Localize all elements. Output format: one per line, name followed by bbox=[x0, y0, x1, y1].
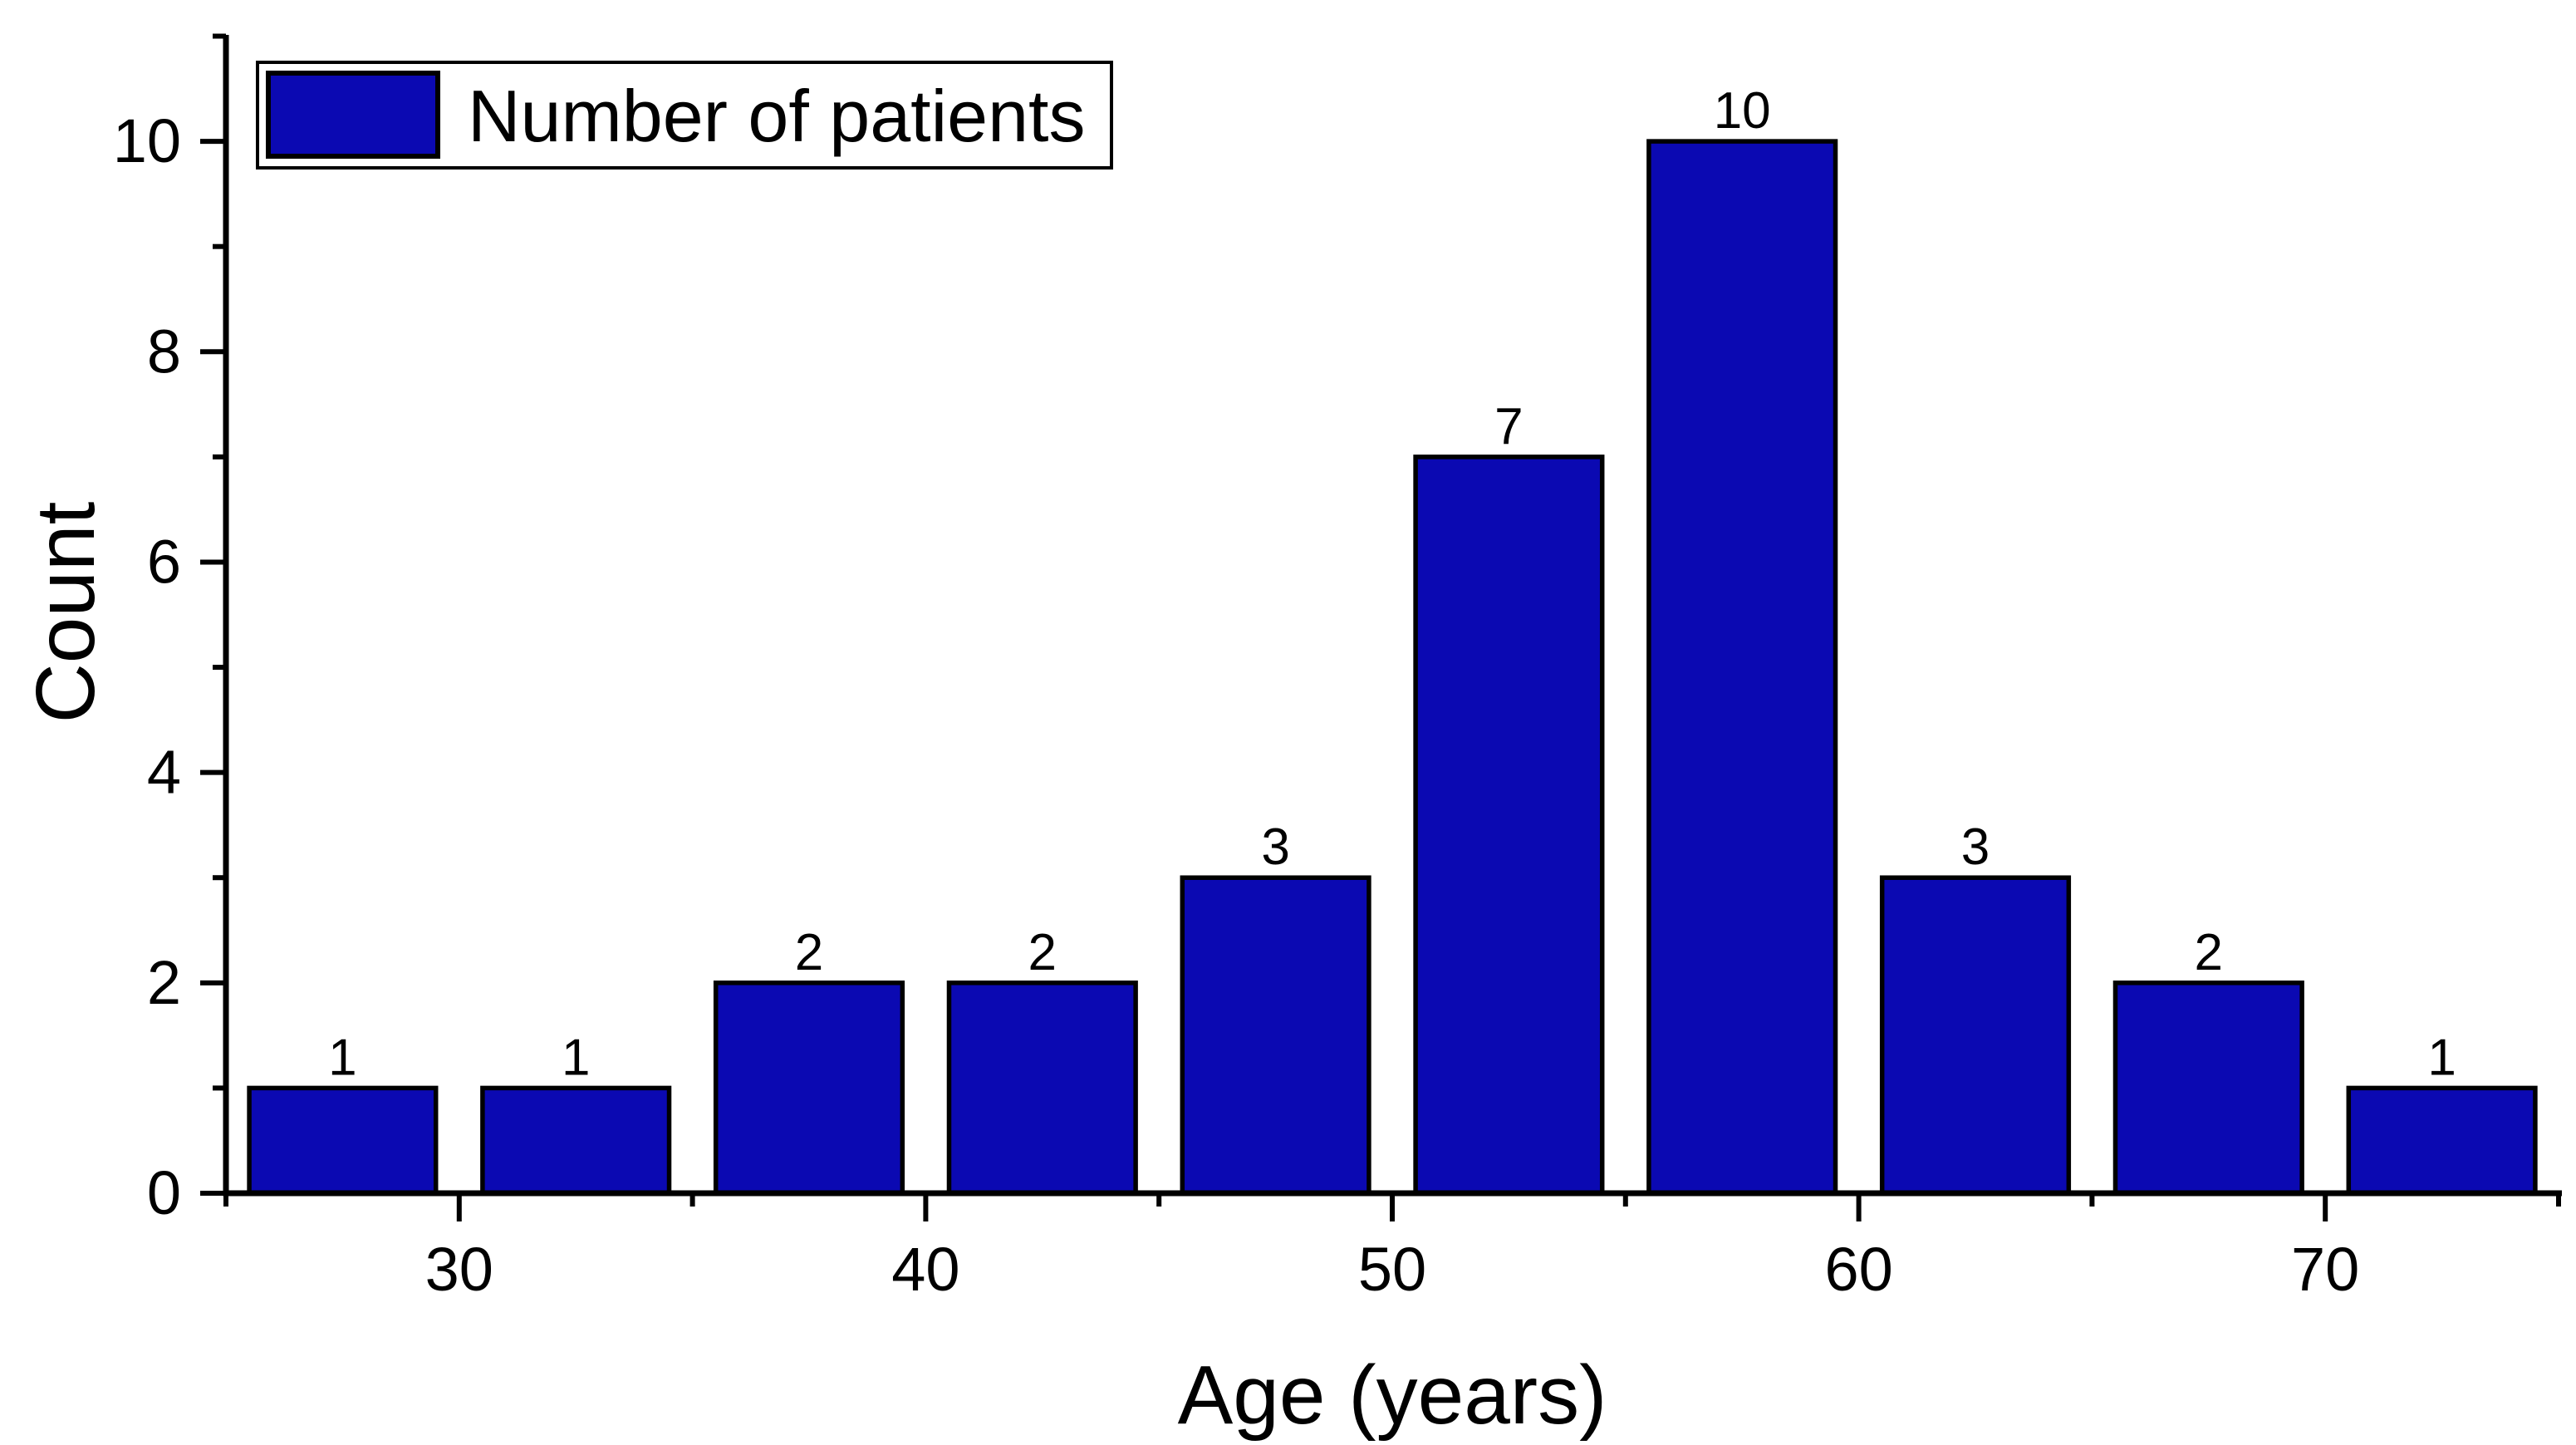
bar-value-label: 2 bbox=[795, 924, 823, 981]
legend: Number of patients bbox=[256, 61, 1113, 170]
bar bbox=[247, 1085, 439, 1196]
bar bbox=[1413, 455, 1605, 1196]
x-tick-label: 40 bbox=[891, 1235, 959, 1304]
bar-value-label: 7 bbox=[1494, 398, 1523, 455]
x-tick-label: 50 bbox=[1358, 1235, 1426, 1304]
x-tick-label: 70 bbox=[2291, 1235, 2359, 1304]
x-axis-title: Age (years) bbox=[1178, 1349, 1607, 1442]
legend-swatch bbox=[266, 71, 440, 159]
y-tick-label: 2 bbox=[147, 948, 181, 1017]
bar bbox=[2112, 981, 2304, 1196]
bar-value-label: 1 bbox=[562, 1029, 590, 1086]
bar-value-label: 1 bbox=[2427, 1029, 2456, 1086]
y-tick-label: 10 bbox=[113, 106, 181, 175]
y-axis-title: Count bbox=[19, 501, 112, 723]
x-tick-label: 30 bbox=[425, 1235, 493, 1304]
bar bbox=[713, 981, 905, 1196]
bar bbox=[1646, 139, 1838, 1196]
y-tick-label: 8 bbox=[147, 317, 181, 386]
legend-label: Number of patients bbox=[468, 75, 1086, 157]
tick-labels-layer: 30 40 50 60 70 0 2 4 6 8 10 bbox=[113, 106, 2360, 1304]
bar bbox=[2346, 1085, 2538, 1196]
bar bbox=[1180, 875, 1371, 1196]
bar-value-label: 3 bbox=[1961, 818, 1990, 876]
y-tick-label: 0 bbox=[147, 1158, 181, 1227]
bar-value-labels-layer: 1 1 2 2 3 7 10 3 2 1 bbox=[328, 82, 2456, 1086]
y-tick-label: 4 bbox=[147, 738, 181, 807]
bars-layer bbox=[247, 139, 2538, 1196]
bar bbox=[946, 981, 1138, 1196]
bar bbox=[480, 1085, 672, 1196]
bar-value-label: 2 bbox=[1028, 924, 1057, 981]
bar-value-label: 3 bbox=[1261, 818, 1289, 876]
bar-value-label: 10 bbox=[1714, 82, 1771, 140]
bar bbox=[1879, 875, 2072, 1196]
x-tick-label: 60 bbox=[1824, 1235, 1892, 1304]
y-tick-label: 6 bbox=[147, 527, 181, 596]
bar-value-label: 1 bbox=[328, 1029, 356, 1086]
bar-value-label: 2 bbox=[2195, 924, 2223, 981]
axes-layer bbox=[200, 33, 2562, 1221]
